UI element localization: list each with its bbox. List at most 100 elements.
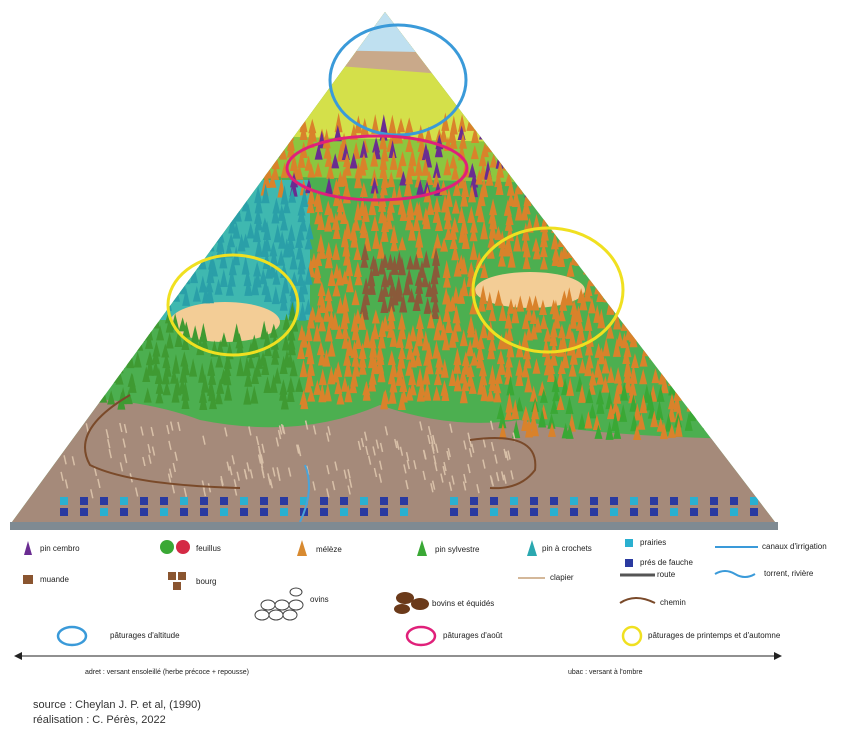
tree: [74, 197, 82, 215]
tree: [722, 196, 730, 212]
diagram: pin cembro muande feuillus bourg mélèze …: [0, 0, 846, 729]
pre: [160, 508, 168, 516]
tree: [79, 251, 87, 268]
tree: [547, 190, 555, 206]
tree: [119, 246, 127, 261]
tree: [63, 297, 71, 314]
tree: [589, 162, 597, 179]
legend-label: pin sylvestre: [435, 545, 480, 554]
tree: [705, 251, 713, 267]
tree: [733, 319, 741, 337]
tree: [182, 128, 190, 143]
tree: [219, 144, 227, 159]
tree: [597, 129, 605, 148]
pre: [590, 508, 598, 516]
tree: [29, 260, 37, 278]
tree: [74, 320, 82, 340]
tree: [63, 238, 71, 256]
pre: [100, 497, 108, 505]
tree: [776, 265, 784, 284]
tree: [190, 139, 198, 158]
pre: [650, 508, 658, 516]
tree: [750, 355, 758, 374]
tree: [135, 241, 143, 258]
pre: [510, 508, 518, 516]
tree: [226, 139, 234, 153]
tree: [714, 315, 722, 332]
pre: [470, 497, 478, 505]
tree: [637, 315, 645, 329]
tree: [247, 122, 255, 140]
tree: [740, 158, 748, 177]
tree: [548, 111, 556, 131]
tree: [631, 128, 639, 143]
tree: [35, 154, 43, 171]
tree: [584, 197, 592, 213]
tree: [760, 282, 768, 301]
tree: [102, 112, 110, 132]
pre: [340, 497, 348, 505]
pre: [550, 497, 558, 505]
tree: [198, 231, 206, 249]
tree: [767, 416, 775, 431]
tree: [117, 296, 125, 313]
tree: [755, 250, 763, 266]
tree: [201, 215, 209, 230]
pre: [690, 508, 698, 516]
tree: [163, 139, 171, 153]
tree: [613, 137, 621, 152]
tree: [205, 221, 213, 240]
pre: [320, 508, 328, 516]
tree: [768, 286, 776, 305]
tree: [152, 310, 160, 329]
tree: [695, 291, 703, 306]
tree: [732, 135, 740, 150]
tree: [90, 339, 98, 356]
tree: [674, 329, 682, 347]
tree: [106, 314, 114, 330]
tree: [629, 205, 637, 223]
pre: [200, 508, 208, 516]
tree: [737, 242, 745, 260]
tree: [728, 394, 736, 413]
tree: [21, 385, 29, 405]
tree: [687, 393, 695, 412]
tree: [640, 238, 648, 257]
tree: [136, 215, 144, 230]
tree: [175, 202, 183, 222]
tree: [66, 264, 74, 279]
tree: [179, 151, 187, 169]
tree: [109, 168, 117, 184]
pre: [590, 497, 598, 505]
tree: [27, 186, 35, 204]
tree: [579, 143, 587, 161]
pre: [180, 497, 188, 505]
tree: [667, 114, 675, 131]
tree: [138, 132, 146, 151]
tree: [722, 115, 730, 131]
pre: [260, 497, 268, 505]
tree: [18, 359, 26, 374]
tree: [715, 168, 723, 187]
tree: [696, 172, 704, 188]
tree: [774, 279, 782, 295]
tree: [216, 206, 224, 224]
pre: [650, 497, 658, 505]
tree: [135, 336, 143, 351]
pre: [750, 497, 758, 505]
tree: [748, 395, 756, 413]
tree: [189, 199, 197, 215]
tree: [579, 125, 587, 143]
tree: [694, 363, 702, 377]
tree: [567, 140, 575, 158]
pre: [570, 508, 578, 516]
tree: [741, 195, 749, 213]
pre: [380, 508, 388, 516]
pre: [380, 497, 388, 505]
tree: [686, 199, 694, 214]
tree: [138, 309, 146, 329]
mountain: [0, 0, 846, 530]
tree: [730, 279, 738, 297]
tree: [31, 151, 39, 167]
tree: [21, 331, 29, 348]
